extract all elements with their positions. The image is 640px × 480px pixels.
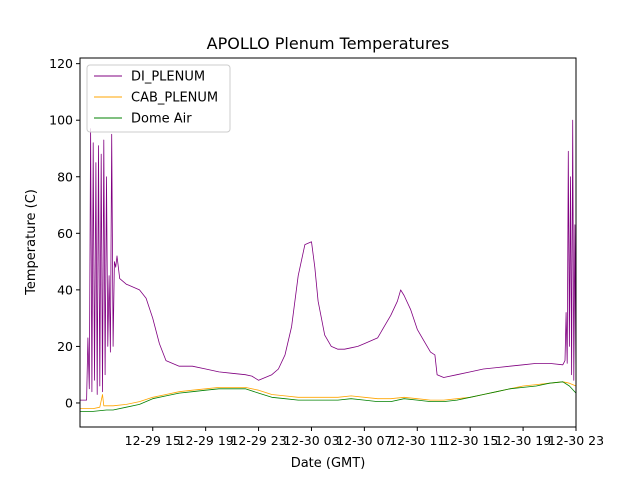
x-tick-label: 12-30 15 <box>442 433 498 448</box>
legend: DI_PLENUM CAB_PLENUM Dome Air <box>86 64 231 133</box>
x-tick-label: 12-29 19 <box>178 433 234 448</box>
series-layer <box>80 119 577 412</box>
x-tick-label: 12-29 23 <box>230 433 286 448</box>
plot-frame <box>79 57 577 428</box>
x-axis-label: Date (GMT) <box>291 456 366 471</box>
series-line-1 <box>80 381 577 410</box>
y-tick-label: 40 <box>57 282 73 297</box>
series-line-0 <box>80 119 577 401</box>
series-line-2 <box>80 381 577 412</box>
y-axis-label: Temperature (C) <box>24 189 39 296</box>
y-tick-label: 120 <box>49 56 73 71</box>
x-tick-label: 12-29 15 <box>125 433 181 448</box>
legend-entry: DI_PLENUM <box>131 70 205 85</box>
chart-title: APOLLO Plenum Temperatures <box>207 34 450 53</box>
y-axis: 0 20 40 60 80 100 120 <box>49 56 80 410</box>
y-tick-label: 0 <box>65 395 73 410</box>
y-tick-label: 100 <box>49 113 73 128</box>
x-tick-label: 12-30 23 <box>548 433 604 448</box>
legend-entry: CAB_PLENUM <box>131 91 218 106</box>
y-tick-label: 80 <box>57 169 73 184</box>
y-tick-label: 60 <box>57 226 73 241</box>
legend-box <box>86 64 231 133</box>
legend-entry: Dome Air <box>131 112 192 127</box>
x-tick-label: 12-30 07 <box>336 433 392 448</box>
x-tick-label: 12-30 11 <box>389 433 445 448</box>
y-tick-label: 20 <box>57 339 73 354</box>
x-tick-label: 12-30 19 <box>495 433 551 448</box>
x-tick-label: 12-30 03 <box>283 433 339 448</box>
